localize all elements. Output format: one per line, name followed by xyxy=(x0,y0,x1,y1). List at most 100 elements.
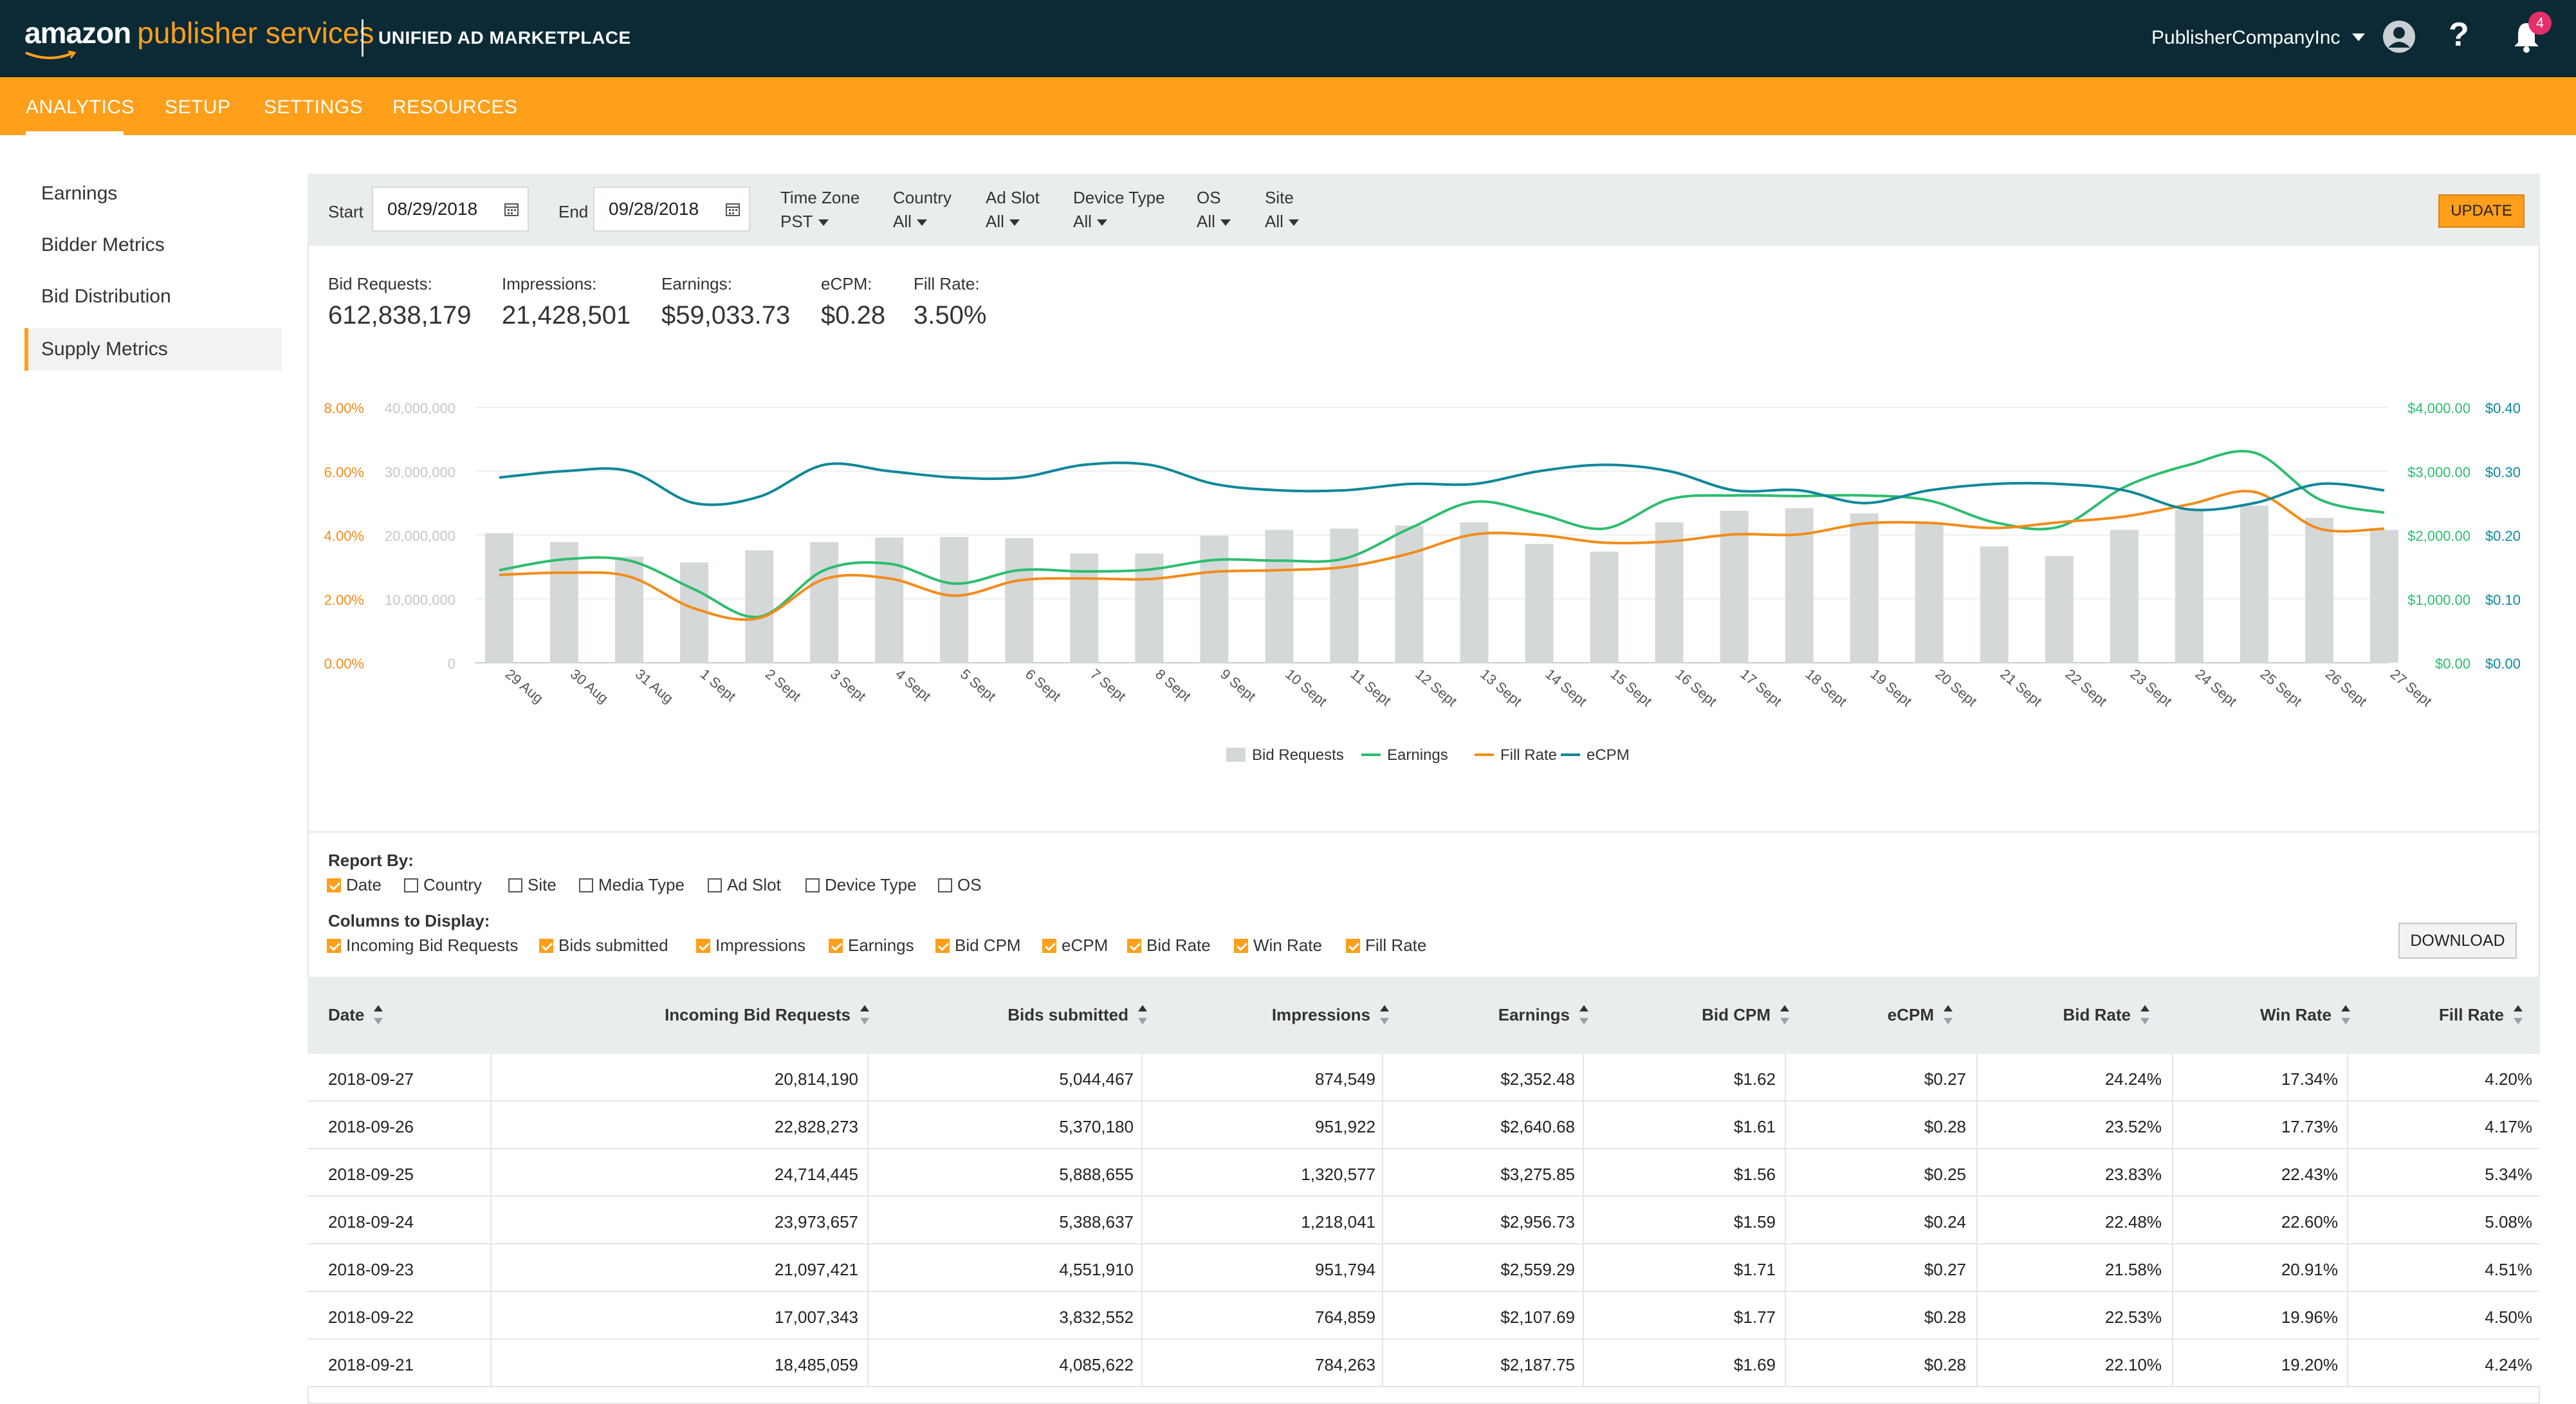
checkbox-checked-icon[interactable] xyxy=(935,939,950,953)
checkbox-unchecked-icon[interactable] xyxy=(404,878,418,892)
site-filter[interactable]: Site All xyxy=(1265,188,1299,232)
sort-arrows-icon[interactable] xyxy=(1943,1004,1953,1026)
account-dropdown[interactable]: PublisherCompanyInc xyxy=(2151,27,2341,48)
checkbox-device-type[interactable]: Device Type xyxy=(805,875,917,895)
table-cell-divider xyxy=(1583,1054,1584,1102)
table-cell-earnings: $2,352.48 xyxy=(1500,1069,1575,1089)
calendar-icon[interactable] xyxy=(726,202,740,216)
start-date-input[interactable]: 08/29/2018 xyxy=(372,187,529,232)
end-date-input[interactable]: 09/28/2018 xyxy=(593,187,750,232)
column-header-win-rate[interactable]: Win Rate xyxy=(2260,1005,2332,1024)
calendar-icon[interactable] xyxy=(504,202,519,216)
legend-label: eCPM xyxy=(1587,746,1630,764)
table-cell-ecpm: $0.25 xyxy=(1924,1165,1966,1184)
nav-tab-resources[interactable]: RESOURCES xyxy=(392,97,518,118)
y-axis-fill-rate-tick: 6.00% xyxy=(324,464,364,480)
checkbox-unchecked-icon[interactable] xyxy=(579,878,593,892)
table-row[interactable]: 2018-09-25 24,714,445 5,888,655 1,320,577 $3… xyxy=(308,1149,2540,1197)
y-axis-earnings-tick: $3,000.00 xyxy=(2407,464,2470,480)
table-row[interactable]: 2018-09-21 18,485,059 4,085,622 784,263 $2,1… xyxy=(308,1340,2540,1387)
ad-slot-filter[interactable]: Ad Slot All xyxy=(986,188,1040,231)
country-filter[interactable]: Country All xyxy=(893,188,952,231)
checkbox-checked-icon[interactable] xyxy=(696,939,710,953)
sort-arrows-icon[interactable] xyxy=(1379,1004,1390,1026)
checkbox-checked-icon[interactable] xyxy=(1042,939,1056,953)
checkbox-bid-cpm[interactable]: Bid CPM xyxy=(935,936,1021,956)
checkbox-checked-icon[interactable] xyxy=(829,939,843,953)
checkbox-bid-rate[interactable]: Bid Rate xyxy=(1127,936,1211,956)
checkbox-ecpm[interactable]: eCPM xyxy=(1042,936,1108,956)
checkbox-unchecked-icon[interactable] xyxy=(938,878,952,892)
checkbox-incoming-bid-requests[interactable]: Incoming Bid Requests xyxy=(327,936,518,956)
checkbox-checked-icon[interactable] xyxy=(1234,939,1248,953)
checkbox-unchecked-icon[interactable] xyxy=(708,878,722,892)
y-axis-ecpm-tick: $0.10 xyxy=(2485,592,2521,608)
amazon-publisher-services-logo[interactable]: amazon publisher services xyxy=(24,16,374,50)
column-header-bids-submitted[interactable]: Bids submitted xyxy=(1007,1005,1128,1024)
table-cell-bids-submitted: 4,085,622 xyxy=(1059,1355,1134,1374)
bar-bid-requests xyxy=(1915,522,1944,663)
checkbox-site[interactable]: Site xyxy=(508,875,557,895)
table-row[interactable]: 2018-09-26 22,828,273 5,370,180 951,922 $2,6… xyxy=(308,1102,2540,1149)
nav-tab-setup[interactable]: SETUP xyxy=(165,97,231,118)
column-header-fill-rate[interactable]: Fill Rate xyxy=(2438,1005,2504,1024)
column-header-incoming-bid-requests[interactable]: Incoming Bid Requests xyxy=(665,1005,851,1024)
table-cell-incoming-bid-requests: 17,007,343 xyxy=(774,1307,858,1327)
sort-arrows-icon[interactable] xyxy=(2140,1004,2150,1026)
column-header-ecpm[interactable]: eCPM xyxy=(1887,1005,1934,1024)
checkbox-impressions[interactable]: Impressions xyxy=(696,936,805,956)
column-header-bid-rate[interactable]: Bid Rate xyxy=(2063,1005,2131,1024)
checkbox-unchecked-icon[interactable] xyxy=(805,878,820,892)
nav-tab-analytics[interactable]: ANALYTICS xyxy=(26,97,134,118)
sort-arrows-icon[interactable] xyxy=(2513,1004,2523,1026)
checkbox-win-rate[interactable]: Win Rate xyxy=(1234,936,1322,956)
sort-arrows-icon[interactable] xyxy=(1579,1004,1589,1026)
bar-bid-requests xyxy=(2305,517,2333,663)
sidebar-item-bidder-metrics[interactable]: Bidder Metrics xyxy=(41,234,165,255)
os-filter[interactable]: OS All xyxy=(1197,188,1231,232)
table-row[interactable]: 2018-09-27 20,814,190 5,044,467 874,549 $2,3… xyxy=(308,1054,2540,1102)
checkbox-country[interactable]: Country xyxy=(404,875,482,895)
column-header-impressions[interactable]: Impressions xyxy=(1271,1005,1370,1024)
update-button[interactable]: UPDATE xyxy=(2438,194,2525,228)
checkbox-checked-icon[interactable] xyxy=(1346,939,1360,953)
sort-arrows-icon[interactable] xyxy=(2341,1004,2351,1026)
table-cell-divider xyxy=(1583,1340,1584,1387)
line-series-ecpm xyxy=(499,461,2385,512)
help-icon[interactable]: ? xyxy=(2449,16,2469,53)
checkbox-checked-icon[interactable] xyxy=(327,878,341,892)
column-header-bid-cpm[interactable]: Bid CPM xyxy=(1702,1005,1771,1024)
table-cell-divider xyxy=(2172,1292,2173,1340)
checkbox-fill-rate[interactable]: Fill Rate xyxy=(1346,936,1426,956)
table-row[interactable]: 2018-09-24 23,973,657 5,388,637 1,218,041 $2… xyxy=(308,1197,2540,1244)
checkbox-date[interactable]: Date xyxy=(327,875,382,895)
sort-arrows-icon[interactable] xyxy=(860,1004,870,1026)
account-chevron-down-icon[interactable] xyxy=(2352,33,2365,41)
sidebar-item-earnings[interactable]: Earnings xyxy=(41,183,118,204)
checkbox-checked-icon[interactable] xyxy=(539,939,553,953)
checkbox-ad-slot[interactable]: Ad Slot xyxy=(708,875,781,895)
sidebar-item-supply-metrics[interactable]: Supply Metrics xyxy=(24,328,282,371)
nav-tab-settings[interactable]: SETTINGS xyxy=(264,97,363,118)
sort-arrows-icon[interactable] xyxy=(1780,1004,1790,1026)
column-header-date[interactable]: Date xyxy=(328,1005,365,1024)
sort-arrows-icon[interactable] xyxy=(1137,1004,1148,1026)
user-profile-icon[interactable] xyxy=(2382,19,2416,54)
checkbox-unchecked-icon[interactable] xyxy=(508,878,522,892)
checkbox-earnings[interactable]: Earnings xyxy=(829,936,914,956)
checkbox-bids-submitted[interactable]: Bids submitted xyxy=(539,936,668,956)
checkbox-checked-icon[interactable] xyxy=(327,939,341,953)
table-row[interactable]: 2018-09-23 21,097,421 4,551,910 951,794 $2,5… xyxy=(308,1244,2540,1292)
checkbox-media-type[interactable]: Media Type xyxy=(579,875,685,895)
download-button[interactable]: DOWNLOAD xyxy=(2398,923,2517,959)
sort-arrows-icon[interactable] xyxy=(373,1004,383,1026)
end-date-label: End xyxy=(558,202,589,221)
timezone-filter[interactable]: Time Zone PST xyxy=(780,188,860,231)
table-row[interactable]: 2018-09-22 17,007,343 3,832,552 764,859 $2,1… xyxy=(308,1292,2540,1340)
active-tab-underline xyxy=(26,131,124,135)
device-type-filter[interactable]: Device Type All xyxy=(1073,188,1165,231)
checkbox-os[interactable]: OS xyxy=(938,875,982,895)
checkbox-checked-icon[interactable] xyxy=(1127,939,1141,953)
sidebar-item-bid-distribution[interactable]: Bid Distribution xyxy=(41,286,171,307)
column-header-earnings[interactable]: Earnings xyxy=(1498,1005,1570,1024)
